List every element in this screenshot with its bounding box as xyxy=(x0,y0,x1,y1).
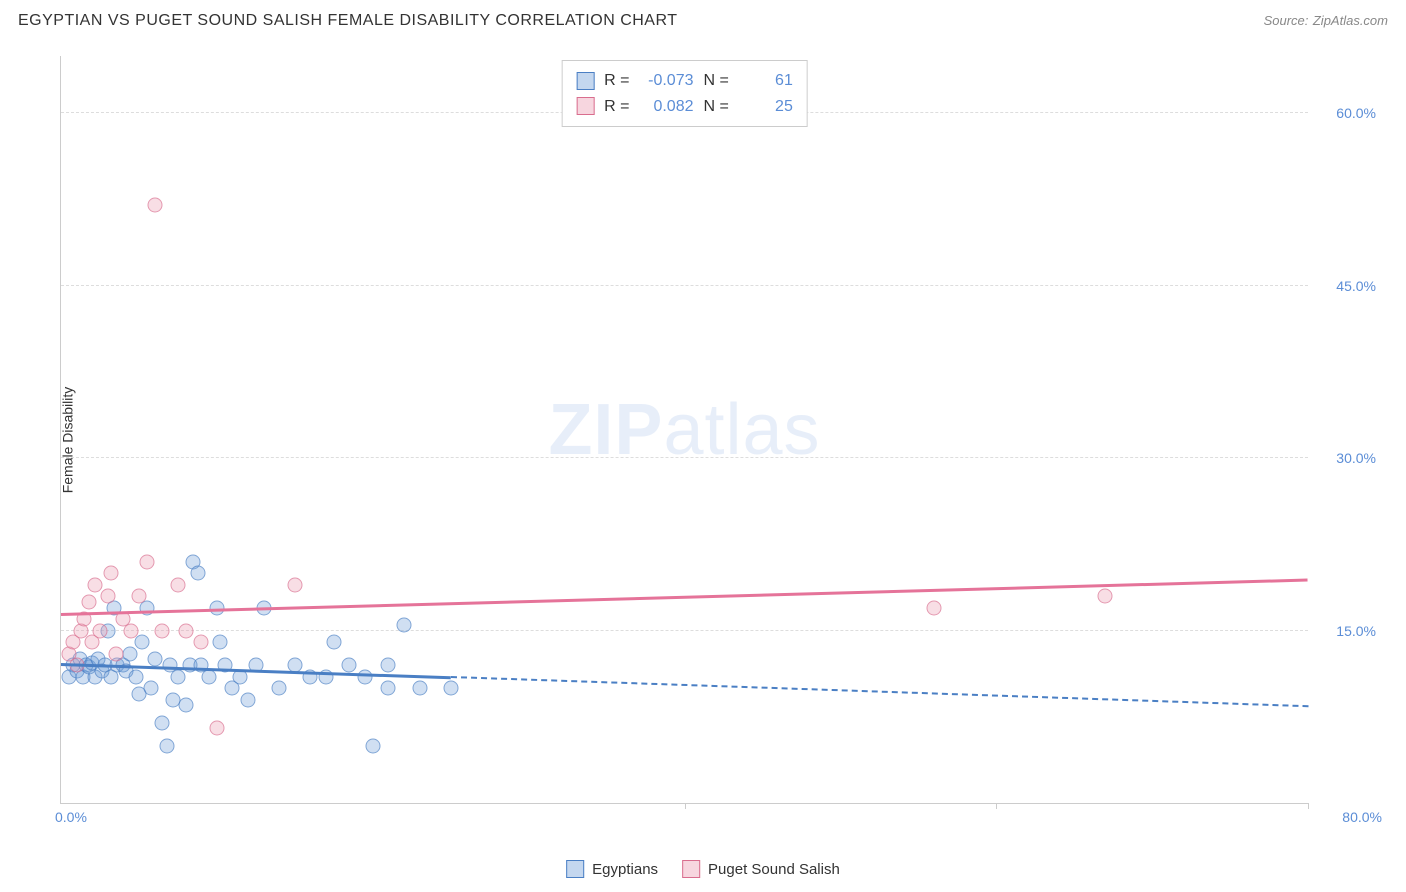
n-value-2: 25 xyxy=(739,94,793,120)
trend-line xyxy=(451,676,1308,707)
data-point xyxy=(92,623,107,638)
data-point xyxy=(155,623,170,638)
data-point xyxy=(124,623,139,638)
data-point xyxy=(178,623,193,638)
swatch-pink-icon xyxy=(576,97,594,115)
data-point xyxy=(396,617,411,632)
correlation-legend: R = -0.073 N = 61 R = 0.082 N = 25 xyxy=(561,60,808,127)
data-point xyxy=(135,635,150,650)
y-tick-label: 60.0% xyxy=(1316,105,1376,121)
x-max-label: 80.0% xyxy=(1342,809,1382,825)
data-point xyxy=(926,600,941,615)
swatch-pink-icon xyxy=(682,860,700,878)
data-point xyxy=(128,669,143,684)
legend-item-2: Puget Sound Salish xyxy=(682,860,840,878)
swatch-blue-icon xyxy=(576,72,594,90)
x-tick xyxy=(1308,803,1309,809)
legend-row-1: R = -0.073 N = 61 xyxy=(576,68,793,94)
data-point xyxy=(212,635,227,650)
data-point xyxy=(108,646,123,661)
swatch-blue-icon xyxy=(566,860,584,878)
data-point xyxy=(155,715,170,730)
gridline xyxy=(61,630,1308,631)
data-point xyxy=(170,577,185,592)
source-value: ZipAtlas.com xyxy=(1313,13,1388,28)
r-value-1: -0.073 xyxy=(640,68,694,94)
data-point xyxy=(381,681,396,696)
data-point xyxy=(147,198,162,213)
legend-label-1: Egyptians xyxy=(592,861,658,878)
data-point xyxy=(159,738,174,753)
trend-line xyxy=(61,579,1308,616)
data-point xyxy=(365,738,380,753)
data-point xyxy=(170,669,185,684)
data-point xyxy=(147,652,162,667)
data-point xyxy=(326,635,341,650)
data-point xyxy=(122,646,137,661)
data-point xyxy=(144,681,159,696)
data-point xyxy=(131,589,146,604)
data-point xyxy=(209,721,224,736)
data-point xyxy=(178,698,193,713)
n-value-1: 61 xyxy=(739,68,793,94)
chart-title: EGYPTIAN VS PUGET SOUND SALISH FEMALE DI… xyxy=(18,12,678,30)
data-point xyxy=(272,681,287,696)
data-point xyxy=(381,658,396,673)
data-point xyxy=(139,554,154,569)
r-label-2: R = xyxy=(604,94,629,120)
data-point xyxy=(241,692,256,707)
data-point xyxy=(82,594,97,609)
series-legend: Egyptians Puget Sound Salish xyxy=(566,860,840,878)
data-point xyxy=(191,566,206,581)
x-tick xyxy=(685,803,686,809)
data-point xyxy=(88,577,103,592)
data-point xyxy=(443,681,458,696)
data-point xyxy=(357,669,372,684)
n-label-2: N = xyxy=(704,94,729,120)
data-point xyxy=(287,577,302,592)
source-label: Source: xyxy=(1264,13,1309,28)
data-point xyxy=(342,658,357,673)
n-label: N = xyxy=(704,68,729,94)
source-attribution: Source: ZipAtlas.com xyxy=(1264,12,1388,30)
y-tick-label: 15.0% xyxy=(1316,623,1376,639)
data-point xyxy=(202,669,217,684)
x-tick xyxy=(996,803,997,809)
gridline xyxy=(61,457,1308,458)
data-point xyxy=(1098,589,1113,604)
y-tick-label: 30.0% xyxy=(1316,450,1376,466)
legend-row-2: R = 0.082 N = 25 xyxy=(576,94,793,120)
r-label: R = xyxy=(604,68,629,94)
legend-item-1: Egyptians xyxy=(566,860,658,878)
data-point xyxy=(194,635,209,650)
data-point xyxy=(103,566,118,581)
chart-container: Female Disability ZIPatlas R = -0.073 N … xyxy=(48,48,1386,832)
data-point xyxy=(100,589,115,604)
data-point xyxy=(412,681,427,696)
x-origin-label: 0.0% xyxy=(55,809,87,825)
legend-label-2: Puget Sound Salish xyxy=(708,861,840,878)
r-value-2: 0.082 xyxy=(640,94,694,120)
y-tick-label: 45.0% xyxy=(1316,278,1376,294)
plot-area: ZIPatlas R = -0.073 N = 61 R = 0.082 N =… xyxy=(60,56,1308,804)
gridline xyxy=(61,285,1308,286)
